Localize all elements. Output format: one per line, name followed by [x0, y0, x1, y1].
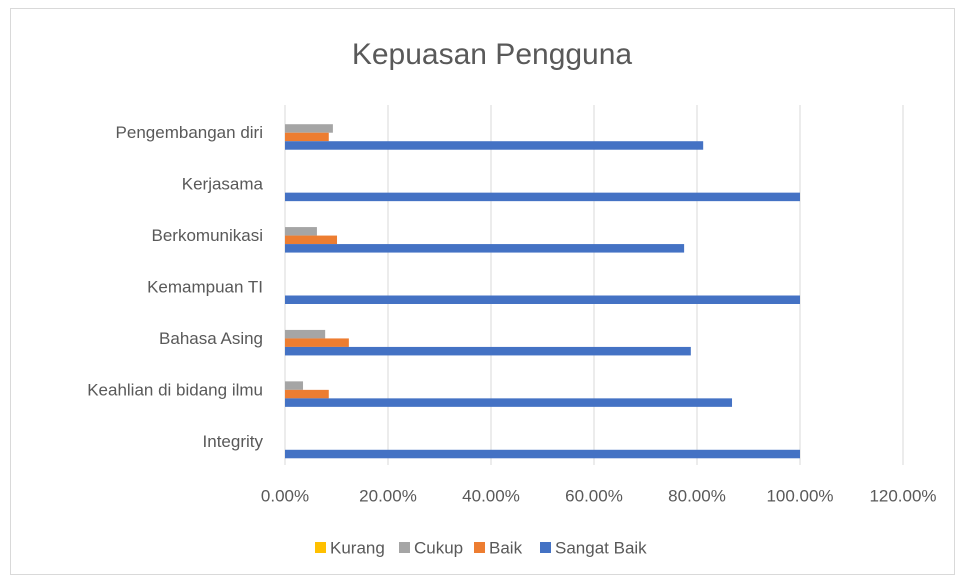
bar [285, 244, 685, 253]
y-tick-label: Kemampuan TI [147, 277, 263, 296]
x-tick-label: 80.00% [668, 486, 726, 505]
bar [285, 132, 329, 142]
bar [285, 295, 800, 304]
x-tick-label: 120.00% [869, 486, 936, 505]
x-tick-label: 20.00% [359, 486, 417, 505]
bar [285, 346, 691, 356]
chart-frame [10, 8, 955, 575]
y-tick-label: Berkomunikasi [152, 226, 264, 245]
legend-label: Kurang [330, 538, 385, 557]
bar [285, 449, 800, 459]
x-tick-label: 0.00% [261, 486, 309, 505]
bar [285, 398, 733, 407]
legend-label: Cukup [414, 538, 463, 557]
legend-swatch [399, 542, 410, 553]
legend-label: Sangat Baik [555, 538, 647, 557]
x-tick-label: 60.00% [565, 486, 623, 505]
x-tick-label: 100.00% [766, 486, 833, 505]
chart-title: Kepuasan Pengguna [352, 38, 633, 71]
bar [285, 124, 333, 133]
bar [285, 235, 338, 245]
legend-swatch [474, 542, 485, 553]
bar [285, 389, 329, 399]
y-tick-label: Kerjasama [182, 175, 264, 194]
bar [285, 192, 800, 202]
bar [285, 227, 317, 236]
legend-swatch [315, 542, 326, 553]
x-tick-label: 40.00% [462, 486, 520, 505]
bar [285, 141, 704, 150]
bar [285, 329, 326, 339]
legend-swatch [540, 542, 551, 553]
y-tick-label: Bahasa Asing [159, 329, 263, 348]
y-tick-label: Keahlian di bidang ilmu [87, 380, 263, 399]
y-tick-label: Integrity [203, 432, 264, 451]
bar [285, 338, 349, 347]
y-tick-label: Pengembangan diri [116, 123, 263, 142]
bar [285, 381, 304, 390]
legend-label: Baik [489, 538, 523, 557]
